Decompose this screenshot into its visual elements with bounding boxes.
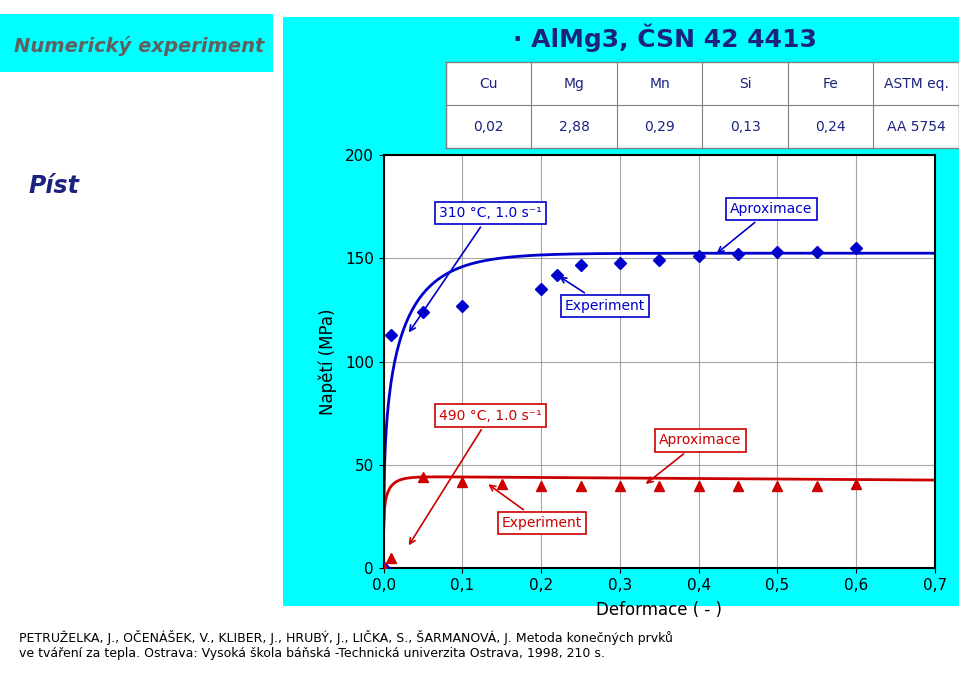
Text: 0,13: 0,13 — [730, 120, 760, 134]
Text: Mg: Mg — [564, 76, 585, 90]
Text: 0,29: 0,29 — [644, 120, 675, 134]
Text: PETRUŽELKA, J., OČENÁŠEK, V., KLIBER, J., HRUBÝ, J., LIČKA, S., ŠARMANOVÁ, J. Me: PETRUŽELKA, J., OČENÁŠEK, V., KLIBER, J.… — [19, 630, 673, 661]
Text: Experiment: Experiment — [561, 278, 645, 313]
Text: Fe: Fe — [823, 76, 838, 90]
Text: 0,24: 0,24 — [815, 120, 846, 134]
Text: 490 °C, 1.0 s⁻¹: 490 °C, 1.0 s⁻¹ — [409, 409, 542, 544]
Text: Aproximace: Aproximace — [647, 433, 741, 483]
Text: AA 5754: AA 5754 — [887, 120, 946, 134]
Text: Píst: Píst — [29, 174, 80, 198]
Text: 310 °C, 1.0 s⁻¹: 310 °C, 1.0 s⁻¹ — [409, 206, 542, 331]
Text: Aproximace: Aproximace — [718, 202, 812, 252]
Text: · AlMg3, ČSN 42 4413: · AlMg3, ČSN 42 4413 — [513, 23, 817, 52]
Text: Experiment: Experiment — [490, 485, 582, 530]
Text: ASTM eq.: ASTM eq. — [884, 76, 948, 90]
Text: Numerický experiment: Numerický experiment — [13, 36, 264, 56]
X-axis label: Deformace ( - ): Deformace ( - ) — [596, 601, 722, 619]
Text: Cu: Cu — [480, 76, 498, 90]
Text: 2,88: 2,88 — [559, 120, 590, 134]
Text: Mn: Mn — [649, 76, 670, 90]
Y-axis label: Napětí (MPa): Napětí (MPa) — [318, 309, 337, 415]
Text: 0,02: 0,02 — [474, 120, 504, 134]
Text: Si: Si — [739, 76, 752, 90]
